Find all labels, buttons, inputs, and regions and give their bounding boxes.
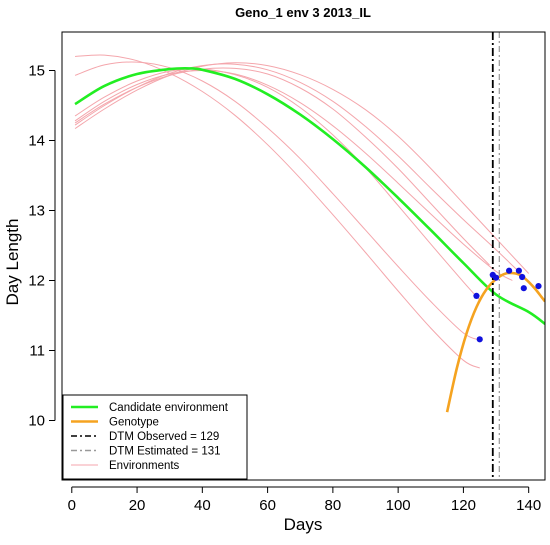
environment-line-5: [74, 62, 530, 274]
y-tick-label: 14: [28, 133, 45, 150]
genotype-layer: [445, 271, 545, 413]
environment-lines: [74, 54, 530, 369]
observation-point: [520, 285, 527, 292]
chart-title: Geno_1 env 3 2013_IL: [235, 5, 371, 20]
x-tick-label: 0: [68, 497, 76, 514]
candidate-environment-line: [74, 67, 545, 325]
legend: Candidate environment Genotype DTM Observe…: [62, 394, 248, 480]
y-tick-label: 15: [28, 63, 45, 80]
environment-line-6: [74, 68, 481, 301]
environment-line-1: [75, 54, 480, 369]
legend-label-dtm-observed-129: DTM Observed = 129: [109, 431, 219, 443]
legend-label-environments: Environments: [109, 460, 180, 472]
plot-area: [74, 32, 545, 480]
environment-line-4: [74, 63, 523, 276]
legend-items: Candidate environment Genotype DTM Observe…: [71, 402, 229, 472]
x-tick-label: 100: [386, 497, 411, 514]
observation-point: [515, 267, 522, 274]
observation-point: [492, 274, 500, 281]
y-axis-label: Day Length: [3, 219, 22, 306]
y-tick-label: 13: [28, 203, 45, 220]
y-tick-label: 12: [28, 273, 45, 290]
x-tick-label: 20: [129, 497, 146, 514]
legend-label-dtm-estimated-131: DTM Estimated = 131: [109, 446, 221, 458]
y-axis: 10 11 12 13 14 15: [28, 63, 56, 430]
genotype-line: [445, 271, 545, 413]
y-tick-label: 11: [29, 343, 45, 360]
observation-point: [506, 267, 513, 274]
environment-line-7: [74, 67, 490, 266]
x-axis-label: Days: [284, 515, 323, 534]
x-tick-label: 80: [325, 497, 342, 514]
x-axis: 0 20 40 60 80 100 120 140: [68, 486, 541, 514]
plot-frame: [61, 31, 546, 481]
x-tick-label: 140: [516, 497, 541, 514]
observation-point: [519, 273, 526, 281]
environment-line-3: [74, 69, 513, 281]
observation-point: [473, 292, 480, 299]
y-tick-label: 10: [28, 413, 45, 430]
x-tick-label: 120: [451, 497, 476, 514]
observation-point: [476, 336, 483, 343]
dtm-lines: [491, 32, 500, 480]
observation-point: [535, 283, 542, 290]
environment-line-2: [74, 61, 480, 341]
legend-label-candidate-environment: Candidate environment: [109, 402, 229, 414]
x-tick-label: 60: [259, 497, 276, 514]
candidate-environment-layer: [74, 67, 545, 325]
legend-label-genotype: Genotype: [109, 417, 159, 429]
observation-points: [473, 267, 542, 343]
x-tick-label: 40: [194, 497, 211, 514]
